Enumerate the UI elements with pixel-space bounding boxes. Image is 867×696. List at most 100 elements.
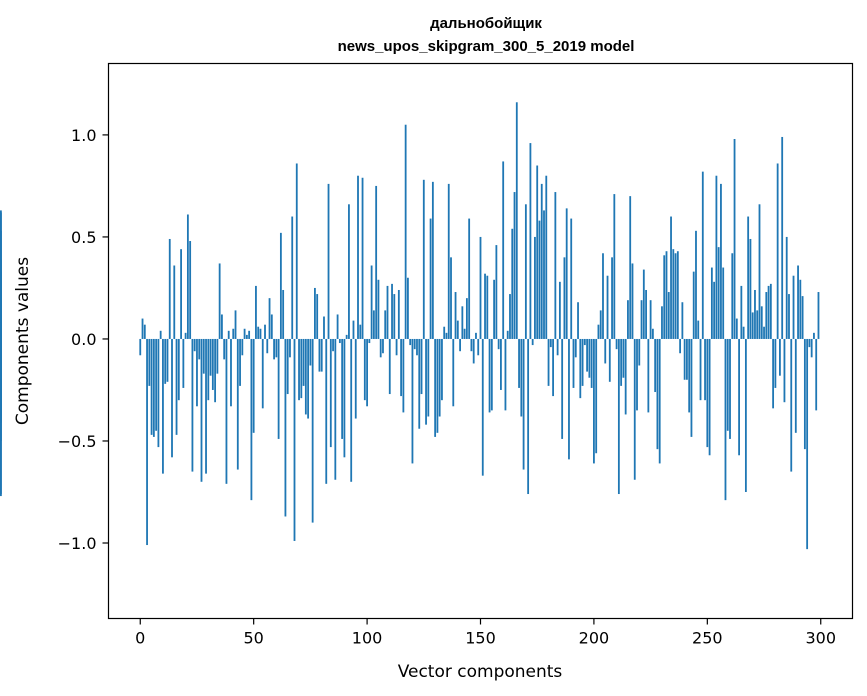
x-axis-label: Vector components [398,662,563,682]
bar-296 [810,338,813,358]
bar-266 [742,326,745,339]
bar-139 [454,292,457,339]
bar-103 [372,310,375,339]
bar-150 [479,236,482,339]
bar-267 [744,338,747,492]
bar-22 [189,241,192,339]
bar-133 [441,338,443,401]
bar-10 [162,338,164,474]
bar-248 [701,171,704,339]
bar-40 [230,338,232,407]
bar-194 [579,338,582,399]
bar-26 [198,338,201,360]
bar-49 [250,338,253,501]
bar-297 [813,332,815,339]
bar-221 [640,300,643,339]
bar-65 [286,338,289,395]
bar-226 [651,328,654,339]
bar-17 [177,338,180,401]
bar-39 [227,330,230,339]
bar-114 [397,289,400,339]
bar-68 [293,338,296,541]
bar-132 [438,338,441,417]
x-tick-label: 100 [352,629,383,648]
bar-24 [193,338,196,352]
bar-138 [452,338,455,407]
bar-115 [400,338,403,397]
bar-42 [234,310,237,339]
bar-34 [216,338,219,374]
bar-246 [697,320,700,339]
bar-29 [205,338,207,474]
bar-54 [261,338,264,409]
bar-20 [184,332,187,339]
bar-141 [459,338,461,352]
bar-168 [520,338,523,417]
bar-187 [563,257,566,339]
bar-262 [733,139,736,339]
bar-164 [511,228,514,339]
bar-100 [366,338,368,407]
bar-15 [173,265,176,339]
bar-25 [196,338,198,407]
bar-251 [708,338,711,456]
bar-144 [465,298,468,339]
bar-77 [314,287,316,339]
bar-298 [815,338,818,411]
bar-240 [683,338,686,380]
y-tick-label: 1.0 [71,126,96,145]
bar-112 [393,294,396,339]
bar-205 [604,338,607,364]
bar-90 [343,338,346,458]
bar-177 [540,183,543,339]
bar-289 [794,338,797,433]
bar-290 [797,265,799,339]
bar-183 [554,192,557,339]
bar-136 [447,183,450,339]
bar-134 [443,326,446,339]
plot-frame [107,62,854,620]
x-tick-label: 150 [465,629,496,648]
bar-264 [738,338,740,456]
bar-62 [279,232,282,339]
bar-80 [320,338,323,372]
x-axis-ticks: 0 50 100 150 200 250 300 [135,618,836,648]
bar-135 [445,332,448,339]
bar-85 [332,338,334,352]
bar-192 [574,338,577,358]
bar-286 [788,294,790,339]
bar-169 [522,338,525,470]
bar-153 [486,275,489,339]
bar-8 [157,338,160,448]
bar-56 [266,338,269,354]
bar-127 [427,338,430,417]
bar-12 [166,338,169,382]
bar-143 [463,328,466,339]
bar-94 [352,320,355,339]
bar-263 [735,318,738,339]
bar-229 [658,338,661,464]
bar-179 [545,175,548,339]
bar-249 [704,338,706,401]
bar-0 [139,338,142,356]
bar-178 [543,210,545,339]
bar-199 [590,338,593,388]
bar-231 [663,255,666,339]
bar-41 [232,328,235,339]
bar-252 [710,267,713,339]
bar-210 [615,338,618,350]
bar-185 [558,281,561,339]
bar-9 [159,330,162,339]
bar-180 [547,338,550,386]
bar-31 [209,338,212,376]
bar-75 [309,338,312,366]
bar-195 [581,338,584,386]
bar-32 [211,338,214,390]
bar-201 [595,338,598,454]
bar-108 [384,310,387,339]
bar-165 [513,192,516,339]
bar-223 [645,289,647,339]
bar-174 [534,236,536,339]
bar-184 [556,338,559,356]
bar-279 [772,338,775,409]
